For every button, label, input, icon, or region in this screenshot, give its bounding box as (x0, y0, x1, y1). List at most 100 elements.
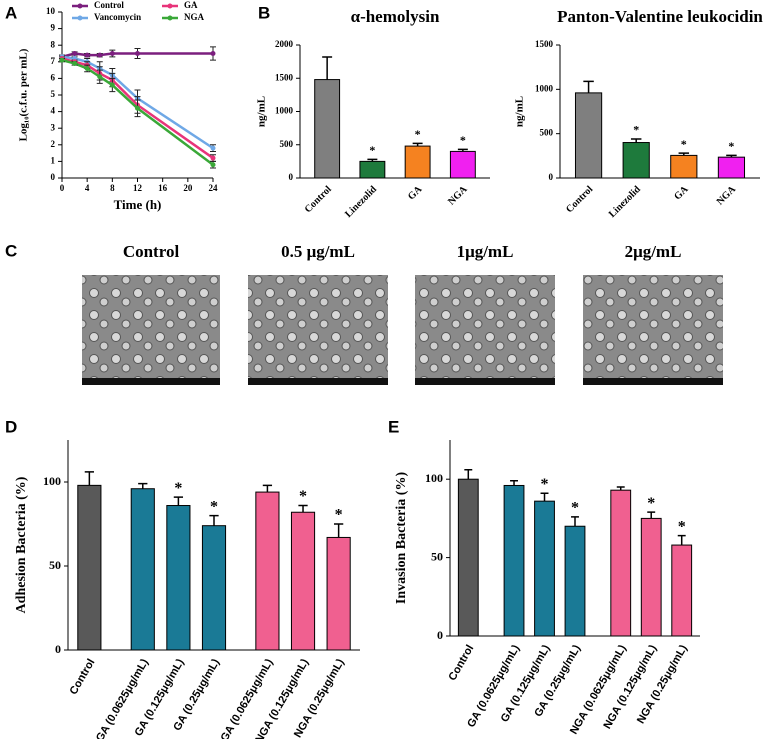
panel-letter: B (258, 3, 270, 22)
significance-mark: * (369, 143, 375, 157)
y-tick-label: 1500 (535, 39, 554, 49)
legend-label: NGA (184, 12, 205, 22)
error-bar (262, 484, 273, 493)
x-tick-label: 16 (158, 183, 168, 193)
bar (610, 489, 632, 637)
y-tick-label: 1500 (275, 72, 294, 82)
bar (670, 154, 698, 179)
scale-strip (82, 378, 220, 385)
y-axis-label: Log₁₀(c.f.u. per mL) (18, 48, 30, 141)
x-tick-label: 24 (209, 183, 219, 193)
scale-strip (248, 378, 388, 385)
y-tick-label: 50 (431, 549, 443, 563)
x-tick-label: Control (446, 643, 476, 683)
bar (314, 79, 341, 179)
significance-mark: * (571, 500, 579, 517)
significance-mark: * (541, 476, 549, 493)
significance-mark: * (633, 123, 639, 137)
legend-marker (167, 3, 173, 9)
bar (166, 505, 191, 651)
y-tick-label: 8 (51, 39, 56, 49)
significance-mark: * (335, 507, 343, 524)
data-point (135, 105, 140, 111)
y-tick-label: 50 (49, 558, 61, 572)
y-tick-label: 500 (540, 128, 554, 138)
data-point (210, 155, 216, 161)
significance-mark: * (174, 480, 182, 497)
legend-marker (77, 15, 83, 21)
micrograph (583, 275, 723, 385)
error-bar (510, 480, 518, 486)
image-title: 2μg/mL (625, 242, 682, 261)
image-title: 0.5 μg/mL (281, 242, 355, 261)
y-axis-label: ng/mL (256, 96, 268, 127)
legend-label: Control (94, 0, 124, 10)
data-point (109, 51, 115, 56)
data-point (59, 57, 65, 63)
error-bar (583, 80, 594, 93)
y-tick-label: 0 (437, 628, 443, 642)
bar (574, 92, 603, 179)
error-bar (173, 496, 184, 506)
x-tick-label: 0 (60, 183, 65, 193)
error-bar (571, 516, 579, 527)
scale-strip (415, 378, 555, 385)
error-bar (464, 469, 473, 480)
x-tick-label: Control (68, 657, 98, 697)
data-point (97, 52, 103, 58)
x-tick-label: NGA (446, 183, 470, 207)
y-tick-label: 0 (549, 172, 554, 182)
micrograph (248, 275, 388, 385)
data-point (84, 65, 90, 71)
bar (717, 156, 746, 179)
y-tick-label: 10 (46, 6, 56, 16)
image-title: Control (123, 242, 180, 261)
legend-label: Vancomycin (94, 12, 141, 22)
significance-mark: * (299, 488, 307, 505)
x-tick-label: 12 (133, 183, 143, 193)
y-tick-label: 7 (51, 56, 56, 66)
image-row (82, 275, 723, 385)
x-tick-label: GA (406, 183, 425, 202)
x-tick-label: NGA (715, 183, 739, 207)
bar (130, 488, 155, 651)
bar (457, 478, 479, 637)
y-tick-label: 6 (51, 72, 56, 82)
bar (77, 484, 102, 651)
scale-strip (583, 378, 723, 385)
y-tick-label: 0 (51, 172, 56, 182)
data-point (84, 52, 90, 58)
bar (503, 484, 525, 637)
y-tick-label: 9 (51, 23, 56, 33)
error-bar (630, 138, 642, 143)
y-tick-label: 1000 (535, 83, 554, 93)
panel-letter: E (388, 417, 399, 436)
y-tick-label: 1000 (275, 106, 294, 116)
y-axis-label: Invasion Bacteria (%) (394, 472, 409, 605)
bar (671, 544, 693, 637)
y-tick-label: 0 (289, 172, 294, 182)
legend-label: GA (184, 0, 198, 10)
chart-title: Panton-Valentine leukocidin (557, 7, 763, 26)
x-tick-label: 4 (85, 183, 90, 193)
bar (255, 491, 280, 651)
y-tick-label: 0 (55, 642, 61, 656)
significance-mark: * (460, 133, 466, 147)
error-bar (209, 514, 219, 526)
bar (404, 145, 431, 179)
data-point (135, 51, 140, 56)
error-bar (84, 471, 94, 486)
significance-mark: * (647, 495, 655, 512)
legend-marker (167, 15, 173, 21)
x-axis-label: Time (h) (114, 197, 162, 212)
data-point (210, 51, 216, 56)
error-bar (138, 482, 148, 489)
y-tick-label: 5 (51, 89, 56, 99)
x-tick-label: GA (672, 183, 691, 202)
bar (290, 511, 316, 651)
data-point (97, 74, 103, 80)
x-tick-label: Control (303, 184, 334, 215)
micrograph (82, 275, 220, 385)
bar (326, 536, 351, 651)
